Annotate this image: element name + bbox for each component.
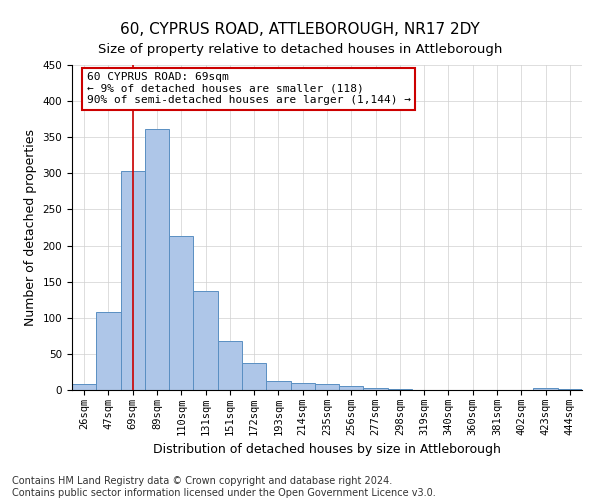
Bar <box>339 386 364 390</box>
Bar <box>72 384 96 390</box>
Bar <box>193 291 218 390</box>
Text: Size of property relative to detached houses in Attleborough: Size of property relative to detached ho… <box>98 42 502 56</box>
Bar <box>218 341 242 390</box>
X-axis label: Distribution of detached houses by size in Attleborough: Distribution of detached houses by size … <box>153 444 501 456</box>
Bar <box>169 236 193 390</box>
Bar <box>266 380 290 390</box>
Text: Contains HM Land Registry data © Crown copyright and database right 2024.
Contai: Contains HM Land Registry data © Crown c… <box>12 476 436 498</box>
Text: 60, CYPRUS ROAD, ATTLEBOROUGH, NR17 2DY: 60, CYPRUS ROAD, ATTLEBOROUGH, NR17 2DY <box>120 22 480 38</box>
Bar <box>96 312 121 390</box>
Bar <box>558 388 582 390</box>
Text: 60 CYPRUS ROAD: 69sqm
← 9% of detached houses are smaller (118)
90% of semi-deta: 60 CYPRUS ROAD: 69sqm ← 9% of detached h… <box>86 72 410 106</box>
Bar <box>242 362 266 390</box>
Bar <box>388 388 412 390</box>
Bar <box>121 171 145 390</box>
Bar <box>364 388 388 390</box>
Bar <box>290 383 315 390</box>
Bar <box>145 128 169 390</box>
Bar <box>533 388 558 390</box>
Bar <box>315 384 339 390</box>
Y-axis label: Number of detached properties: Number of detached properties <box>24 129 37 326</box>
